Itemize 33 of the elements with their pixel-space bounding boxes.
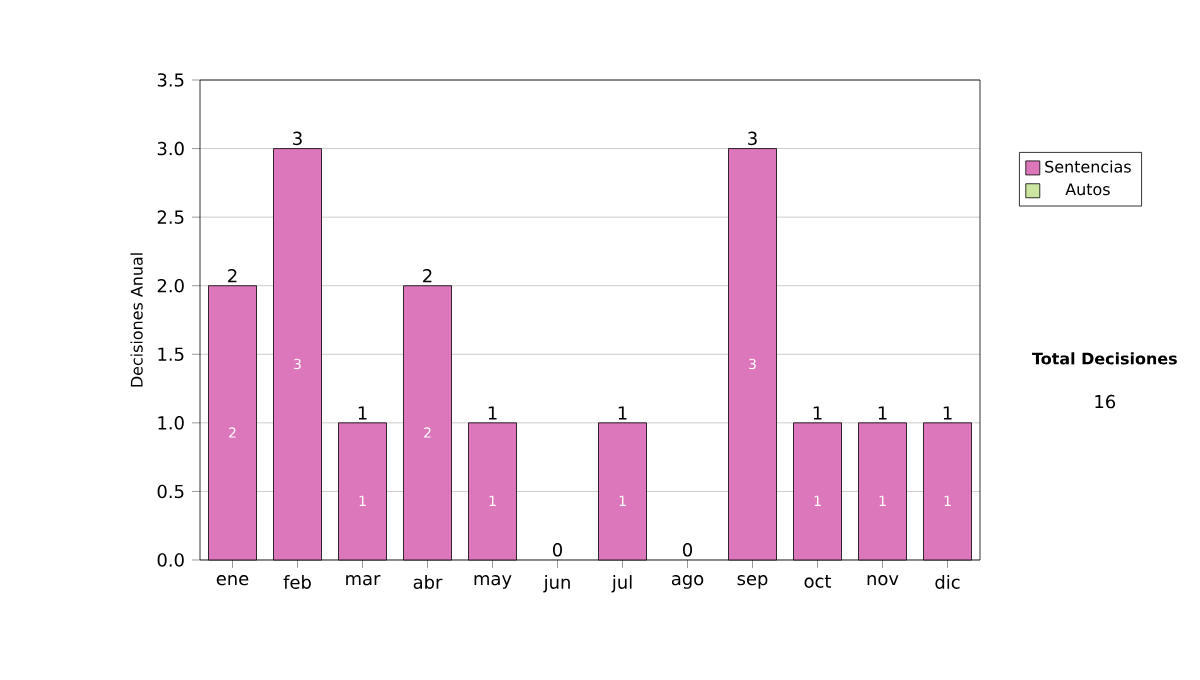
x-tick-label: oct (804, 575, 832, 588)
total-label: 1 (618, 406, 627, 420)
y-tick-label: 2.5 (157, 210, 184, 224)
total-label: 3 (293, 131, 302, 146)
y-tick-label: 1.0 (158, 416, 184, 430)
y-tick-label: 2.0 (157, 278, 184, 293)
total-label: 1 (358, 406, 367, 420)
x-tick-label: ago (671, 575, 704, 589)
total-label: 1 (943, 406, 952, 420)
x-tick-label: dic (935, 575, 960, 589)
x-tick-label: feb (283, 575, 311, 589)
y-tick-label: 1.5 (158, 347, 184, 361)
total-label: 2 (228, 269, 237, 283)
y-tick-label: 0.5 (157, 484, 184, 499)
x-tick-label: jul (611, 575, 632, 593)
total-label: 0 (552, 543, 563, 557)
x-tick-label: sep (737, 575, 768, 589)
total-label: 1 (878, 406, 887, 420)
x-tick-label: nov (867, 575, 899, 586)
total-label: 2 (423, 269, 432, 283)
y-tick-label: 0.0 (157, 553, 184, 567)
x-tick-label: mar (346, 575, 381, 586)
x-tick-label: ene (216, 575, 249, 586)
total-label: 1 (488, 406, 497, 420)
text: 16 (1095, 394, 1116, 409)
total-label: 1 (813, 406, 822, 420)
total-label: 3 (748, 131, 757, 146)
y-tick-label: 3.0 (157, 141, 184, 156)
x-tick-label: may (474, 575, 512, 589)
x-tick-label: jun (543, 575, 570, 593)
total-label: 0 (682, 543, 693, 557)
x-tick-label: abr (413, 575, 443, 589)
y-tick-label: 3.5 (157, 73, 184, 87)
